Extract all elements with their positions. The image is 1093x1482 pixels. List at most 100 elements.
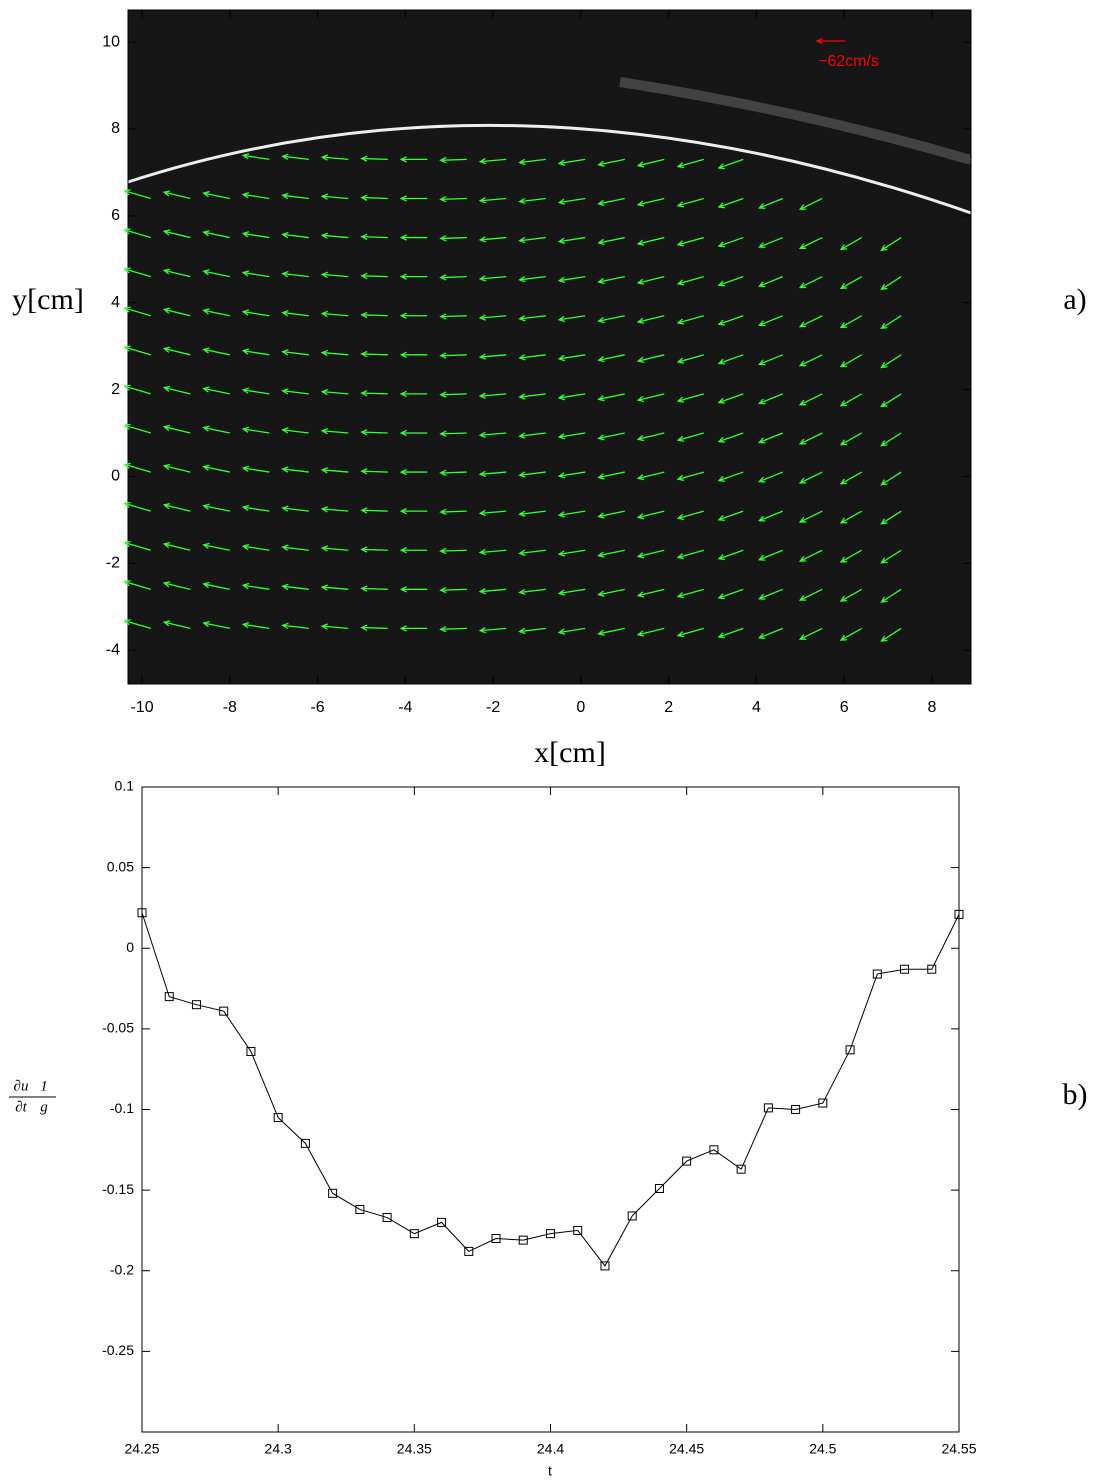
velocity-arrow bbox=[880, 471, 902, 486]
velocity-arrow bbox=[439, 235, 467, 242]
velocity-arrow bbox=[123, 540, 152, 551]
data-marker bbox=[763, 1103, 773, 1113]
data-marker bbox=[409, 1229, 419, 1239]
velocity-arrow bbox=[320, 349, 349, 357]
velocity-arrow bbox=[360, 233, 388, 241]
velocity-arrow bbox=[320, 506, 349, 513]
velocity-arrow bbox=[202, 269, 230, 278]
velocity-arrow bbox=[717, 197, 744, 209]
y-tick-label: 8 bbox=[111, 120, 120, 137]
velocity-arrow bbox=[241, 192, 270, 200]
velocity-arrow bbox=[676, 236, 704, 247]
velocity-arrow bbox=[717, 354, 744, 365]
data-marker bbox=[872, 969, 882, 979]
velocity-arrow bbox=[478, 353, 507, 360]
velocity-arrow bbox=[162, 346, 191, 356]
x-tick-label: 0 bbox=[576, 699, 585, 716]
velocity-arrow bbox=[439, 391, 467, 398]
velocity-arrow bbox=[717, 236, 744, 248]
velocity-arrow bbox=[636, 197, 665, 207]
x-tick-label: 6 bbox=[840, 699, 849, 716]
velocity-arrow bbox=[557, 588, 586, 596]
velocity-arrow bbox=[676, 315, 704, 325]
velocity-arrow bbox=[360, 272, 388, 280]
velocity-arrow bbox=[360, 389, 388, 397]
velocity-arrow bbox=[399, 312, 428, 319]
velocity-arrow bbox=[241, 231, 270, 239]
velocity-arrow bbox=[399, 625, 428, 632]
velocity-arrow bbox=[798, 354, 823, 367]
velocity-arrow bbox=[281, 505, 309, 512]
velocity-arrow bbox=[320, 427, 349, 435]
data-marker bbox=[300, 1138, 310, 1148]
velocity-arrow bbox=[798, 393, 823, 406]
velocity-arrow bbox=[439, 352, 467, 359]
data-marker bbox=[355, 1204, 365, 1214]
velocity-arrow bbox=[360, 429, 388, 436]
velocity-arrow bbox=[399, 507, 428, 515]
velocity-arrow bbox=[636, 588, 665, 598]
panel-label: a) bbox=[1063, 283, 1086, 316]
velocity-arrow bbox=[123, 228, 152, 239]
velocity-arrow bbox=[202, 347, 230, 356]
velocity-arrow bbox=[597, 354, 625, 363]
x-axis-label: x[cm] bbox=[534, 736, 606, 769]
key-label: −62cm/s bbox=[818, 53, 879, 70]
velocity-arrow bbox=[478, 275, 507, 282]
velocity-arrow bbox=[281, 583, 309, 590]
velocity-arrow bbox=[202, 542, 230, 551]
velocity-arrow bbox=[839, 354, 863, 368]
data-marker bbox=[191, 1000, 201, 1010]
velocity-arrow bbox=[798, 432, 823, 445]
data-marker bbox=[654, 1184, 664, 1194]
velocity-arrow bbox=[557, 236, 586, 244]
velocity-arrow bbox=[597, 315, 625, 324]
velocity-arrow bbox=[717, 549, 744, 561]
velocity-arrow bbox=[880, 276, 902, 291]
velocity-arrow bbox=[798, 276, 823, 289]
x-tick-label: 24.55 bbox=[941, 1441, 976, 1457]
velocity-arrow bbox=[241, 504, 270, 512]
velocity-arrow bbox=[360, 585, 388, 592]
velocity-arrow bbox=[399, 390, 428, 398]
velocity-arrow bbox=[798, 588, 823, 601]
velocity-arrow bbox=[478, 431, 507, 438]
velocity-arrow bbox=[439, 625, 467, 633]
velocity-arrow bbox=[281, 231, 309, 239]
velocity-arrow bbox=[518, 158, 546, 166]
velocity-arrow bbox=[241, 543, 270, 551]
velocity-arrow bbox=[123, 189, 152, 200]
velocity-arrow bbox=[518, 236, 546, 244]
data-marker bbox=[573, 1225, 583, 1235]
velocity-arrow bbox=[557, 354, 586, 362]
y-tick-label: -0.05 bbox=[102, 1020, 134, 1036]
velocity-arrow bbox=[281, 349, 309, 356]
velocity-arrow bbox=[839, 588, 863, 602]
y-tick-label: 6 bbox=[111, 207, 120, 224]
x-tick-label: 24.4 bbox=[537, 1441, 564, 1457]
velocity-arrow bbox=[518, 471, 546, 478]
velocity-arrow bbox=[717, 627, 744, 639]
velocity-arrow bbox=[478, 470, 507, 478]
velocity-arrow bbox=[162, 190, 191, 200]
velocity-arrow bbox=[360, 155, 388, 162]
data-marker bbox=[709, 1145, 719, 1155]
velocity-arrow bbox=[557, 197, 586, 205]
velocity-arrow bbox=[676, 197, 704, 208]
velocity-arrow bbox=[676, 158, 704, 169]
velocity-arrow bbox=[320, 193, 349, 200]
velocity-arrow bbox=[798, 236, 823, 250]
velocity-arrow bbox=[557, 471, 586, 479]
velocity-arrow bbox=[439, 156, 467, 164]
velocity-arrow bbox=[717, 276, 744, 287]
velocity-arrow bbox=[202, 386, 230, 395]
velocity-arrow bbox=[162, 307, 191, 317]
x-tick-label: 24.3 bbox=[265, 1441, 292, 1457]
velocity-arrow bbox=[518, 510, 546, 517]
velocity-arrow bbox=[557, 393, 586, 401]
y-label-den: ∂t bbox=[15, 1099, 27, 1115]
velocity-arrow bbox=[597, 471, 625, 480]
y-tick-label: -0.2 bbox=[110, 1261, 134, 1277]
x-tick-label: 24.25 bbox=[124, 1441, 159, 1457]
velocity-arrow bbox=[162, 620, 191, 630]
